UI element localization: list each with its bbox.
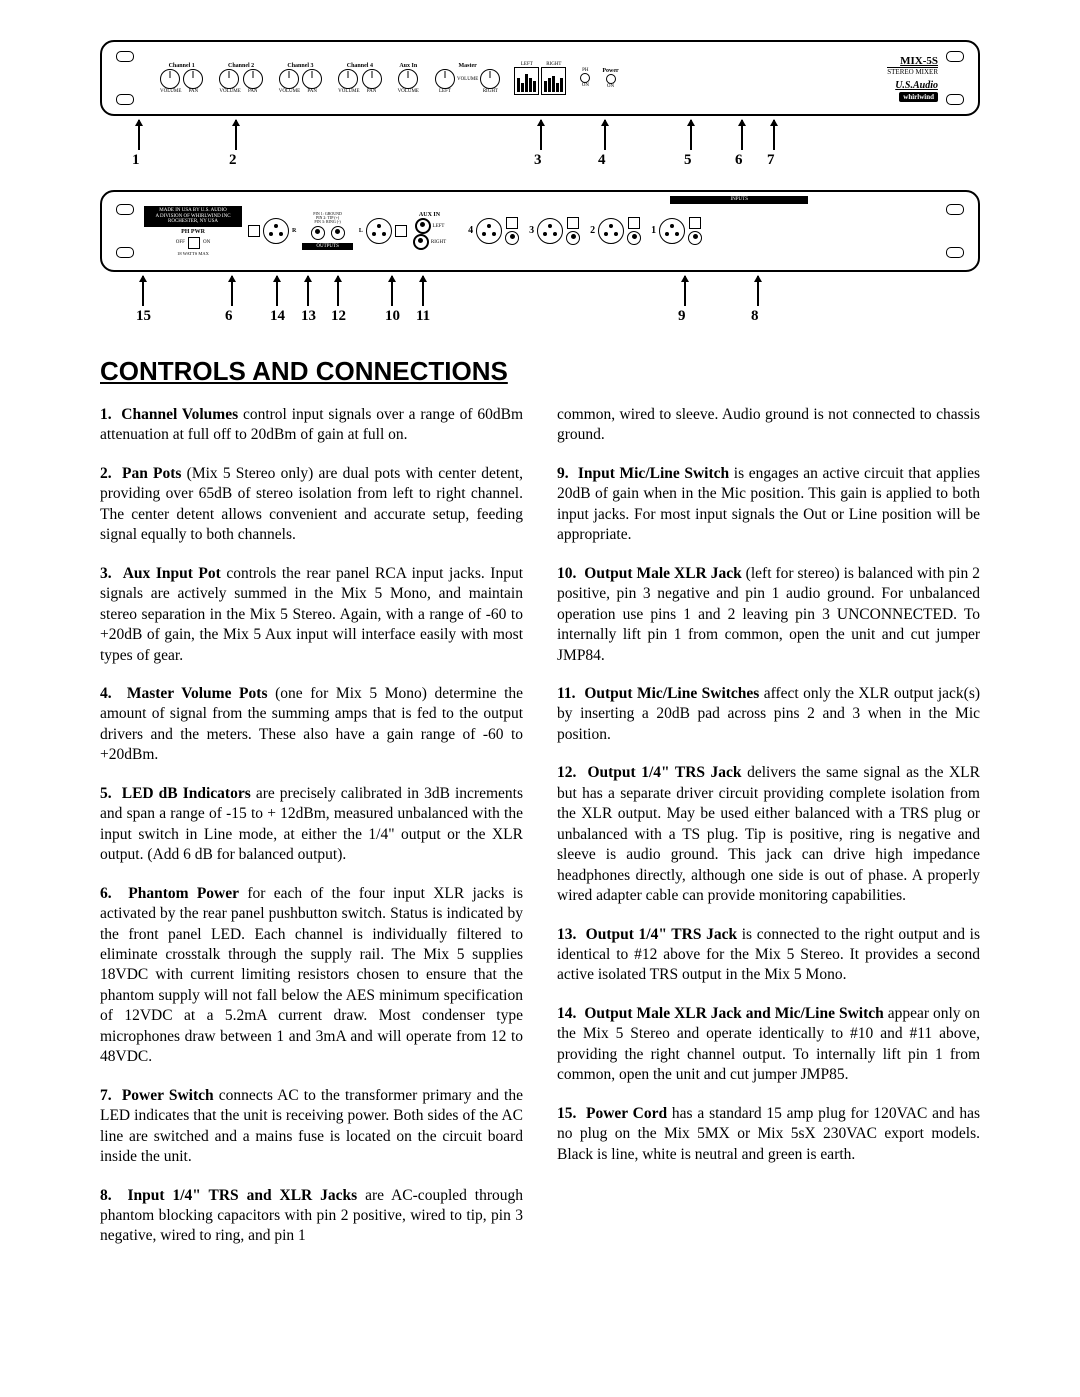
column-right: common, wired to sleeve. Audio ground is… — [557, 405, 980, 1265]
numbered-item: 1. Channel Volumes control input signals… — [100, 405, 523, 446]
inputs-section: 4 3 2 1 — [468, 217, 702, 245]
numbered-item: 15. Power Cord has a standard 15 amp plu… — [557, 1104, 980, 1165]
callout-number: 15 — [136, 308, 151, 325]
callout-number: 13 — [301, 308, 316, 325]
input-channel-group: 3 — [529, 217, 580, 245]
numbered-item: 3. Aux Input Pot controls the rear panel… — [100, 564, 523, 666]
made-in-label: MADE IN USA BY U.S. AUDIOA DIVISION OF W… — [144, 206, 242, 227]
aux-in-jacks: AUX IN LEFT RIGHT — [413, 212, 446, 250]
master-group: Master LEFT VOLUME RIGHT — [435, 63, 500, 94]
numbered-item: 11. Output Mic/Line Switches affect only… — [557, 684, 980, 745]
callout-number: 14 — [270, 308, 285, 325]
front-callouts: 1 2 3 4 5 6 7 — [100, 120, 980, 170]
diagram-area: Channel 1 VOLUME PAN Channel 2 VOLUME PA… — [100, 40, 980, 326]
callout-number: 5 — [684, 152, 692, 169]
aux-volume-knob — [398, 69, 418, 89]
numbered-item: 9. Input Mic/Line Switch is engages an a… — [557, 464, 980, 546]
callout-number: 3 — [534, 152, 542, 169]
callout-number: 1 — [132, 152, 140, 169]
input-channel-group: 4 — [468, 217, 519, 245]
continuation-text: common, wired to sleeve. Audio ground is… — [557, 405, 980, 446]
channel-group: Channel 2 VOLUME PAN — [219, 63, 262, 94]
phantom-power-switch — [188, 237, 200, 249]
channel-group: Channel 3 VOLUME PAN — [279, 63, 322, 94]
phantom-led: PH ON — [580, 68, 590, 88]
aux-in-group: Aux In VOLUME — [398, 63, 419, 94]
callout-number: 9 — [678, 308, 686, 325]
callout-number: 7 — [767, 152, 775, 169]
numbered-item: 2. Pan Pots (Mix 5 Stereo only) are dual… — [100, 464, 523, 546]
numbered-item: 5. LED dB Indicators are precisely calib… — [100, 784, 523, 866]
callout-number: 6 — [225, 308, 233, 325]
input-channel-group: 1 — [651, 217, 702, 245]
numbered-item: 10. Output Male XLR Jack (left for stere… — [557, 564, 980, 666]
numbered-item: 4. Master Volume Pots (one for Mix 5 Mon… — [100, 684, 523, 766]
channel-group: Channel 1 VOLUME PAN — [160, 63, 203, 94]
numbered-item: 7. Power Switch connects AC to the trans… — [100, 1086, 523, 1168]
numbered-item: 14. Output Male XLR Jack and Mic/Line Sw… — [557, 1004, 980, 1086]
callout-number: 4 — [598, 152, 606, 169]
numbered-item: 8. Input 1/4" TRS and XLR Jacks are AC-c… — [100, 1186, 523, 1247]
numbered-item: 13. Output 1/4" TRS Jack is connected to… — [557, 925, 980, 986]
numbered-item: 6. Phantom Power for each of the four in… — [100, 884, 523, 1068]
content-columns: 1. Channel Volumes control input signals… — [100, 405, 980, 1265]
callout-number: 10 — [385, 308, 400, 325]
brand-label: MIX-5S STEREO MIXER U.S.Audio whirlwind — [887, 55, 938, 102]
section-heading: CONTROLS AND CONNECTIONS — [100, 356, 980, 387]
channel-group: Channel 4 VOLUME PAN — [338, 63, 381, 94]
led-meters: LEFT RIGHT — [514, 62, 566, 95]
callout-number: 8 — [751, 308, 759, 325]
callout-number: 11 — [416, 308, 430, 325]
numbered-item: 12. Output 1/4" TRS Jack delivers the sa… — [557, 763, 980, 906]
power-switch: Power ON — [602, 68, 618, 89]
output-left-group: L — [359, 218, 407, 244]
rear-callouts: 15 6 14 13 12 10 11 9 8 — [100, 276, 980, 326]
callout-number: 6 — [735, 152, 743, 169]
callout-number: 12 — [331, 308, 346, 325]
rear-panel: MADE IN USA BY U.S. AUDIOA DIVISION OF W… — [100, 190, 980, 272]
output-right-group: R — [248, 218, 296, 244]
column-left: 1. Channel Volumes control input signals… — [100, 405, 523, 1265]
front-panel: Channel 1 VOLUME PAN Channel 2 VOLUME PA… — [100, 40, 980, 116]
input-channel-group: 2 — [590, 217, 641, 245]
callout-number: 2 — [229, 152, 237, 169]
